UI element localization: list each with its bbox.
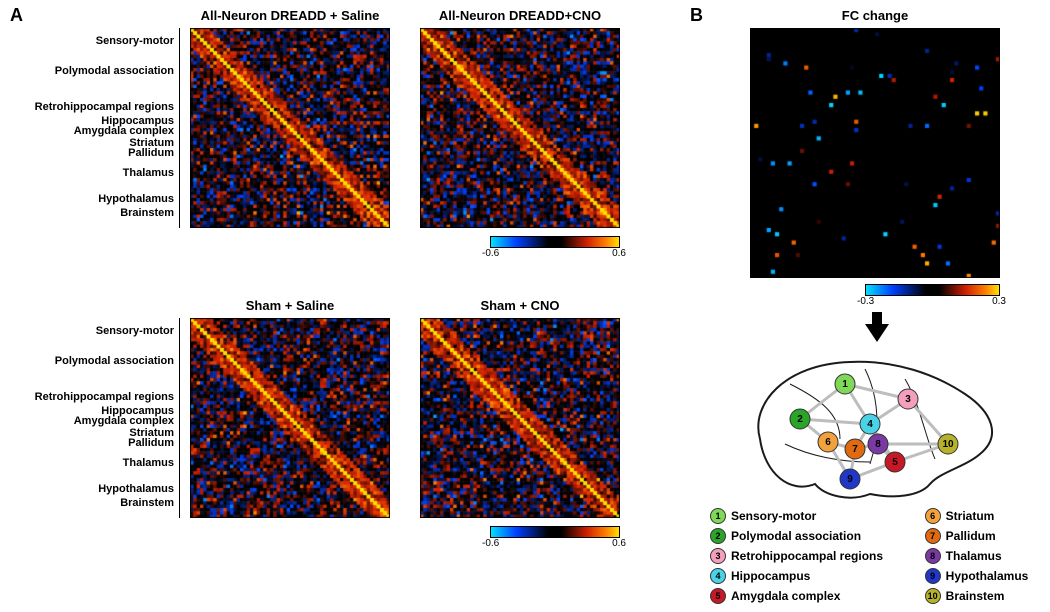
fc-change-title: FC change — [750, 8, 1000, 23]
ylabel: Amygdala complex — [74, 126, 174, 138]
heatmap-0 — [190, 28, 390, 228]
ylabel: Retrohippocampal regions — [35, 392, 174, 404]
ylabel: Brainstem — [120, 498, 174, 510]
ylabels-top: Sensory-motor Polymodal association Retroh… — [20, 28, 180, 228]
ylabel: Polymodal association — [55, 66, 174, 78]
legend-item: 7Pallidum — [925, 528, 1050, 544]
ylabel: Pallidum — [128, 148, 174, 160]
arrow-icon — [865, 312, 889, 342]
panel-a-label: A — [10, 5, 23, 26]
legend-item: 6Striatum — [925, 508, 1050, 524]
svg-text:6: 6 — [825, 437, 831, 448]
colorbar-a-bottom: -0.60.6 — [490, 526, 620, 550]
legend-item: 1Sensory-motor — [710, 508, 905, 524]
svg-text:1: 1 — [842, 379, 848, 390]
svg-text:3: 3 — [905, 394, 911, 405]
brain-legend: 1Sensory-motor 6Striatum 2Polymodal associ… — [710, 508, 1050, 604]
legend-item: 3Retrohippocampal regions — [710, 548, 905, 564]
svg-text:4: 4 — [867, 419, 873, 430]
matrix-title-0: All-Neuron DREADD + Saline — [190, 8, 390, 23]
matrix-title-1: All-Neuron DREADD+CNO — [420, 8, 620, 23]
colorbar-b: -0.30.3 — [865, 284, 1000, 308]
svg-text:8: 8 — [875, 439, 881, 450]
legend-item: 4Hippocampus — [710, 568, 905, 584]
ylabel: Hypothalamus — [98, 194, 174, 206]
svg-text:10: 10 — [942, 439, 954, 450]
svg-text:5: 5 — [892, 457, 898, 468]
matrix-title-3: Sham + CNO — [420, 298, 620, 313]
ylabel: Thalamus — [123, 458, 174, 470]
ylabel: Brainstem — [120, 208, 174, 220]
ylabel: Retrohippocampal regions — [35, 102, 174, 114]
colorbar-a-top: -0.60.6 — [490, 236, 620, 260]
svg-text:9: 9 — [847, 474, 853, 485]
panel-b-label: B — [690, 5, 703, 26]
svg-text:7: 7 — [852, 444, 858, 455]
ylabel: Hypothalamus — [98, 484, 174, 496]
heatmap-fc-change — [750, 28, 1000, 278]
heatmap-3 — [420, 318, 620, 518]
svg-text:2: 2 — [797, 414, 803, 425]
ylabel: Sensory-motor — [96, 326, 174, 338]
legend-item: 10Brainstem — [925, 588, 1050, 604]
ylabel: Sensory-motor — [96, 36, 174, 48]
legend-item: 5Amygdala complex — [710, 588, 905, 604]
heatmap-2 — [190, 318, 390, 518]
brain-diagram: 1 2 3 4 5 6 7 8 9 10 — [730, 344, 1010, 504]
ylabel: Pallidum — [128, 438, 174, 450]
ylabel: Thalamus — [123, 168, 174, 180]
legend-item: 8Thalamus — [925, 548, 1050, 564]
legend-item: 9Hypothalamus — [925, 568, 1050, 584]
ylabel: Polymodal association — [55, 356, 174, 368]
legend-item: 2Polymodal association — [710, 528, 905, 544]
ylabels-bottom: Sensory-motor Polymodal association Retroh… — [20, 318, 180, 518]
ylabel: Amygdala complex — [74, 416, 174, 428]
heatmap-1 — [420, 28, 620, 228]
matrix-title-2: Sham + Saline — [190, 298, 390, 313]
